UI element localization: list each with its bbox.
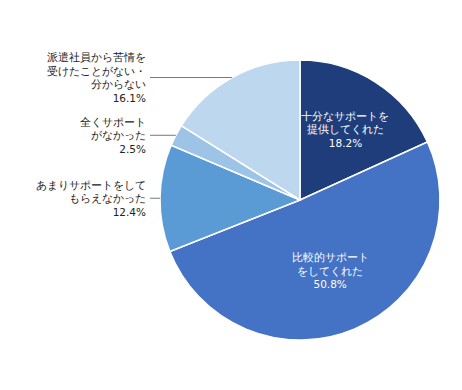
chart: 十分なサポートを提供してくれた 18.2% 比較的サポートをしてくれた50.8% 派遣… (0, 0, 462, 390)
slice-label: あまりサポートをして (36, 179, 146, 191)
data-label: 18.2% (329, 137, 362, 149)
slice-label: をしてくれた (297, 265, 363, 277)
slice-label: 十分なサポートを (301, 110, 389, 122)
slice-label: もらえなかった (69, 192, 146, 204)
slice (181, 60, 300, 200)
leader-line (150, 198, 160, 199)
slice-label: 受けたことがない・ (47, 65, 146, 78)
data-label: 16.1% (113, 92, 146, 104)
slice-label: 分からない (91, 78, 146, 90)
slice-label: 全くサポート (80, 116, 146, 128)
leader-line (150, 77, 232, 78)
leader-line (150, 135, 176, 136)
slice-label: 提供してくれた (307, 123, 384, 135)
data-label: 50.8% (313, 278, 346, 290)
slice-label: 派遣社員から苦情を (47, 51, 146, 63)
data-label: 2.5% (119, 143, 146, 155)
data-label: 12.4% (113, 206, 146, 218)
slice-label: がなかった (91, 129, 146, 141)
slice-label: 比較的サポート (292, 251, 369, 263)
labels: 十分なサポートを提供してくれた 18.2% 比較的サポートをしてくれた50.8% 派遣… (36, 51, 389, 290)
pie (160, 60, 440, 340)
